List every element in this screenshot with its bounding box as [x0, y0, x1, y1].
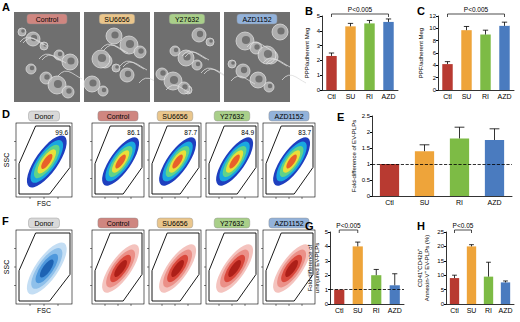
svg-text:0: 0 [441, 301, 445, 307]
svg-text:SU: SU [353, 307, 363, 314]
svg-text:P<0.05: P<0.05 [453, 222, 474, 229]
svg-text:Control: Control [107, 113, 130, 120]
svg-text:10: 10 [429, 25, 436, 31]
svg-text:86.1: 86.1 [127, 129, 140, 136]
svg-text:C: C [417, 5, 425, 17]
svg-text:D: D [2, 108, 10, 120]
svg-text:2: 2 [367, 129, 371, 135]
svg-text:SU: SU [467, 307, 477, 314]
svg-text:FSC: FSC [37, 200, 51, 207]
svg-text:20: 20 [437, 243, 444, 249]
svg-text:Y27632: Y27632 [175, 16, 199, 23]
svg-text:AZD: AZD [488, 199, 502, 206]
svg-text:P<0.005: P<0.005 [348, 6, 373, 13]
svg-text:RI: RI [366, 93, 373, 100]
svg-text:G: G [305, 220, 314, 232]
svg-text:Ctl: Ctl [327, 93, 336, 100]
svg-text:RI: RI [373, 307, 380, 314]
svg-text:2: 2 [317, 57, 321, 63]
svg-text:uninjured EV-PLPs: uninjured EV-PLPs [314, 243, 320, 293]
svg-text:1: 1 [325, 287, 329, 293]
svg-text:12: 12 [429, 13, 436, 19]
svg-text:Fold-difference of: Fold-difference of [307, 244, 313, 291]
svg-text:6: 6 [433, 50, 437, 56]
svg-text:25: 25 [437, 229, 444, 235]
svg-text:AZD: AZD [382, 93, 396, 100]
svg-text:4: 4 [325, 243, 329, 249]
svg-text:0: 0 [433, 87, 437, 93]
svg-text:8: 8 [433, 38, 437, 44]
svg-text:SU: SU [420, 199, 430, 206]
svg-text:15: 15 [437, 258, 444, 264]
svg-text:0: 0 [325, 301, 329, 307]
svg-text:RI: RI [482, 93, 489, 100]
svg-text:PPF/adherent Meg: PPF/adherent Meg [418, 28, 424, 78]
svg-text:4: 4 [317, 28, 321, 34]
svg-text:PPP/adherent Meg: PPP/adherent Meg [304, 28, 310, 79]
svg-text:AZD1152: AZD1152 [242, 16, 271, 23]
svg-text:Ctl: Ctl [443, 93, 452, 100]
svg-text:B: B [305, 5, 313, 17]
svg-text:3: 3 [317, 43, 321, 49]
svg-text:Ctl: Ctl [450, 307, 459, 314]
svg-text:Control: Control [107, 220, 130, 227]
svg-text:Annexin-V⁺ EV-PLPs (%): Annexin-V⁺ EV-PLPs (%) [424, 235, 430, 301]
svg-text:83.7: 83.7 [298, 129, 311, 136]
svg-text:F: F [2, 215, 9, 227]
svg-text:0: 0 [367, 193, 371, 199]
svg-text:AZD: AZD [498, 93, 512, 100]
svg-text:Fold-difference of EV-PLPs: Fold-difference of EV-PLPs [351, 120, 357, 192]
svg-text:E: E [337, 111, 344, 123]
svg-text:4: 4 [433, 62, 437, 68]
svg-text:AZD1152: AZD1152 [274, 113, 303, 120]
svg-text:A: A [2, 1, 10, 13]
svg-text:Ctl: Ctl [385, 199, 394, 206]
svg-text:Donor: Donor [34, 113, 54, 120]
svg-text:FSC: FSC [37, 307, 51, 314]
svg-text:AZD: AZD [388, 307, 402, 314]
svg-text:2: 2 [433, 75, 437, 81]
svg-text:Y27632: Y27632 [220, 220, 244, 227]
svg-text:99.6: 99.6 [55, 129, 68, 136]
svg-text:P<0.005: P<0.005 [464, 6, 489, 13]
svg-text:Ctl: Ctl [335, 307, 344, 314]
svg-text:5: 5 [441, 287, 445, 293]
svg-text:SSC: SSC [3, 153, 10, 167]
svg-text:Control: Control [36, 16, 59, 23]
svg-text:87.7: 87.7 [184, 129, 197, 136]
svg-text:SSC: SSC [3, 260, 10, 274]
svg-text:SU: SU [462, 93, 472, 100]
svg-text:AZD1152: AZD1152 [274, 220, 303, 227]
svg-text:5: 5 [325, 229, 329, 235]
svg-text:AZD: AZD [499, 307, 513, 314]
svg-text:H: H [417, 220, 425, 232]
svg-text:1: 1 [317, 72, 321, 78]
svg-text:P<0.005: P<0.005 [336, 222, 361, 229]
svg-text:1: 1 [367, 161, 371, 167]
svg-text:SU6656: SU6656 [162, 220, 187, 227]
svg-text:SU6656: SU6656 [162, 113, 187, 120]
svg-text:0.5: 0.5 [362, 177, 371, 183]
svg-text:1.5: 1.5 [362, 145, 371, 151]
svg-text:Donor: Donor [34, 220, 54, 227]
svg-text:10: 10 [437, 272, 444, 278]
svg-text:SU: SU [346, 93, 356, 100]
svg-text:RI: RI [456, 199, 463, 206]
svg-text:RI: RI [485, 307, 492, 314]
svg-text:CD41⁺CD42b⁺: CD41⁺CD42b⁺ [417, 249, 423, 287]
svg-text:84.9: 84.9 [241, 129, 254, 136]
svg-text:2.5: 2.5 [362, 113, 371, 119]
svg-text:2: 2 [325, 272, 329, 278]
svg-text:0: 0 [317, 87, 321, 93]
svg-text:3: 3 [325, 258, 329, 264]
svg-text:SU6656: SU6656 [104, 16, 129, 23]
svg-text:Y27632: Y27632 [220, 113, 244, 120]
svg-text:5: 5 [317, 13, 321, 19]
